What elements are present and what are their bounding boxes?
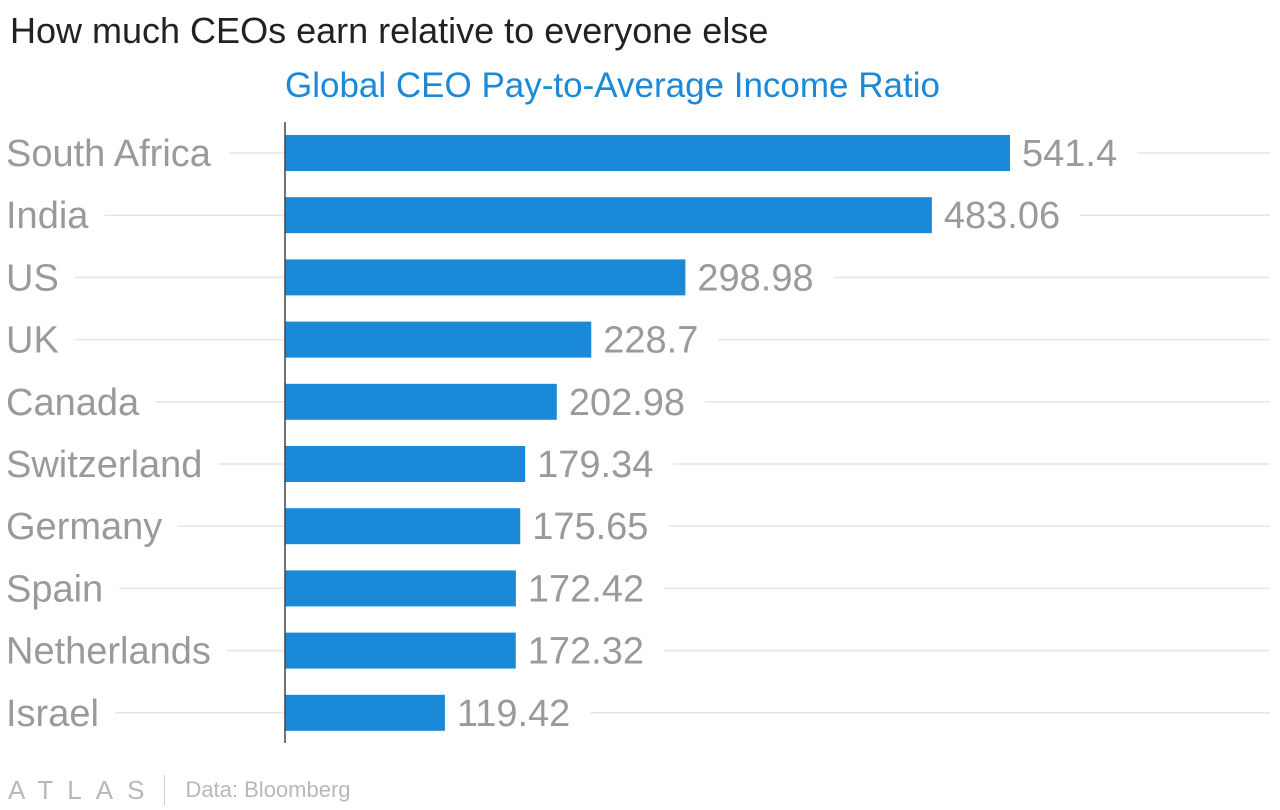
footer: ATLAS Data: Bloomberg bbox=[8, 772, 351, 808]
category-label: Netherlands bbox=[6, 631, 211, 673]
bar bbox=[285, 508, 521, 545]
category-label: South Africa bbox=[6, 133, 212, 175]
category-label: Spain bbox=[6, 568, 103, 610]
chart-subtitle: Global CEO Pay-to-Average Income Ratio bbox=[285, 66, 940, 105]
value-label: 172.32 bbox=[528, 631, 644, 673]
bar-chart: South Africa 541.4 India 483.06 US 298.98 UK 22… bbox=[6, 122, 1270, 743]
category-label: Israel bbox=[6, 693, 99, 735]
bar bbox=[285, 383, 557, 420]
value-label: 119.42 bbox=[457, 693, 570, 735]
bar bbox=[285, 197, 932, 234]
value-label: 202.98 bbox=[569, 382, 685, 424]
value-label: 541.4 bbox=[1022, 133, 1117, 175]
bar bbox=[285, 259, 686, 296]
bar bbox=[285, 446, 526, 482]
atlas-logo: ATLAS bbox=[8, 774, 159, 805]
value-label: 298.98 bbox=[697, 257, 813, 299]
value-label: 179.34 bbox=[537, 444, 653, 486]
bar bbox=[285, 694, 445, 731]
category-label: Germany bbox=[6, 506, 162, 548]
source-note: Data: Bloomberg bbox=[185, 777, 351, 802]
category-label: UK bbox=[6, 320, 59, 362]
category-label: India bbox=[6, 195, 89, 237]
value-label: 483.06 bbox=[944, 195, 1060, 237]
footer-divider bbox=[164, 775, 166, 805]
category-label: Canada bbox=[6, 382, 140, 424]
bar bbox=[285, 321, 592, 358]
chart-title: How much CEOs earn relative to everyone … bbox=[10, 10, 769, 51]
bar bbox=[285, 570, 516, 607]
category-label: Switzerland bbox=[6, 444, 202, 486]
bar bbox=[285, 632, 516, 669]
value-label: 172.42 bbox=[528, 568, 644, 610]
bar bbox=[285, 135, 1010, 171]
value-label: 228.7 bbox=[603, 320, 698, 362]
category-label: US bbox=[6, 257, 59, 299]
value-label: 175.65 bbox=[532, 506, 648, 548]
